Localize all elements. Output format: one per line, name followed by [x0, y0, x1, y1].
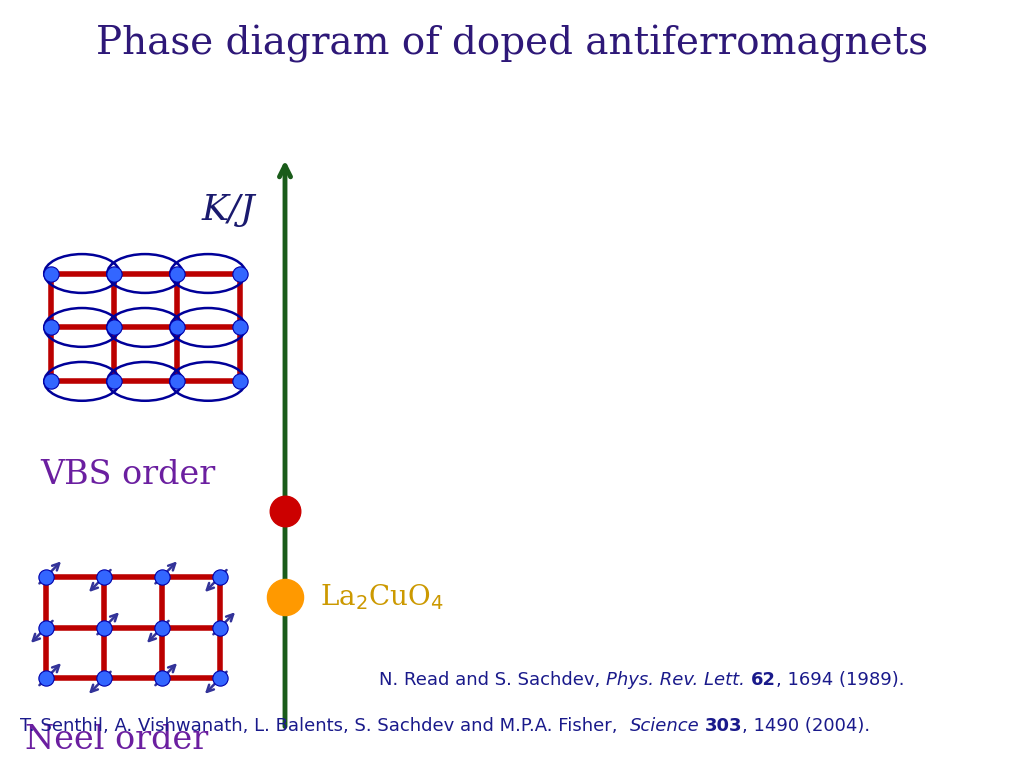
Text: 62: 62	[751, 670, 775, 689]
Text: Phys. Rev. Lett.: Phys. Rev. Lett.	[606, 670, 744, 689]
Text: 303: 303	[705, 717, 742, 735]
Text: , 1694 (1989).: , 1694 (1989).	[775, 670, 904, 689]
Text: Phase diagram of doped antiferromagnets: Phase diagram of doped antiferromagnets	[96, 25, 928, 63]
Text: La$_2$CuO$_4$: La$_2$CuO$_4$	[319, 582, 443, 612]
Text: N. Read and S. Sachdev,: N. Read and S. Sachdev,	[379, 670, 606, 689]
Text: , 1490 (2004).: , 1490 (2004).	[742, 717, 870, 735]
Text: K/J: K/J	[202, 194, 255, 227]
Text: VBS order: VBS order	[40, 459, 215, 491]
Text: Science: Science	[630, 717, 699, 735]
Text: T. Senthil, A. Vishwanath, L. Balents, S. Sachdev and M.P.A. Fisher,: T. Senthil, A. Vishwanath, L. Balents, S…	[20, 717, 630, 735]
Text: Neel order: Neel order	[25, 723, 208, 756]
